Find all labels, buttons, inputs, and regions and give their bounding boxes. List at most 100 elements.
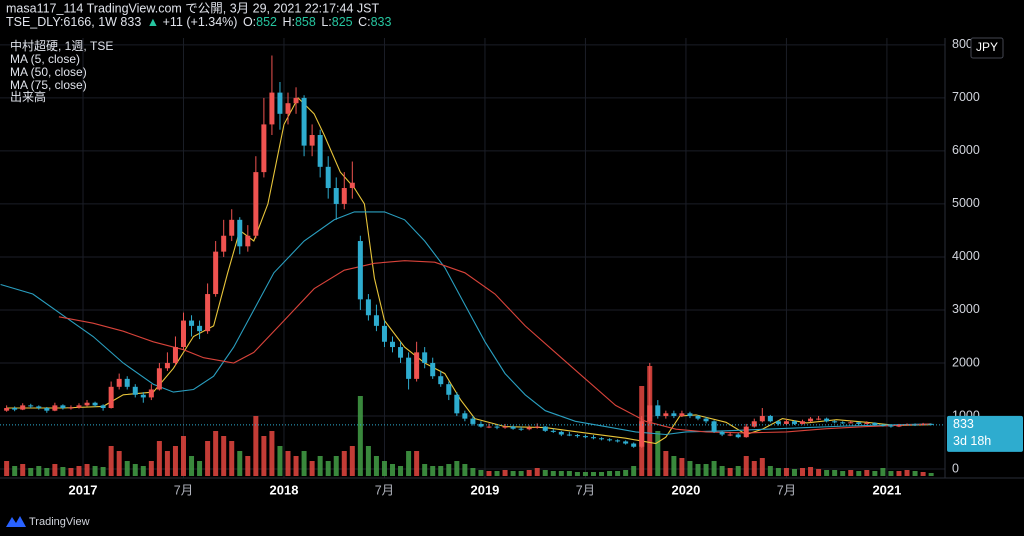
candle-body (213, 251, 219, 295)
candle-body (205, 294, 211, 332)
candle-body (317, 135, 323, 167)
volume-bar (245, 456, 251, 476)
volume-bar (44, 468, 50, 476)
volume-bar (285, 451, 291, 476)
volume-bar (550, 471, 556, 476)
candle-body (647, 405, 653, 422)
candle-body (92, 402, 98, 406)
candle-body (566, 434, 572, 436)
volume-bar (406, 451, 412, 476)
volume-bar (816, 469, 822, 476)
volume-bar (695, 464, 701, 476)
volume-bar (751, 461, 757, 476)
volume-bar (623, 470, 629, 476)
candle-body (928, 423, 934, 425)
candle-body (711, 421, 717, 432)
candle-body (333, 188, 339, 204)
volume-bar (510, 471, 516, 476)
candle-body (494, 426, 500, 428)
candle-body (349, 182, 355, 189)
volume-bar (414, 451, 420, 476)
candle-body (180, 320, 186, 348)
volume-bar (703, 464, 709, 476)
candle-body (100, 405, 106, 409)
candle-body (526, 427, 532, 430)
volume-bar (140, 466, 146, 476)
volume-bar (800, 468, 806, 476)
volume-bar (28, 468, 34, 476)
volume-bar (808, 467, 814, 476)
volume-bar (631, 466, 637, 476)
candle-body (864, 422, 870, 424)
candle-body (783, 421, 789, 424)
x-tick-label: 2018 (270, 482, 299, 497)
volume-bar (12, 466, 18, 476)
candle-body (148, 389, 154, 398)
candle-body (84, 402, 90, 406)
candle-body (872, 422, 878, 425)
x-tick-label: 2019 (470, 482, 499, 497)
publisher: masa117_114 TradingView.com で公開, 3月 29, … (6, 1, 379, 15)
legend-volume: 出来高 (10, 89, 46, 104)
volume-bar (422, 464, 428, 476)
candle-body (920, 423, 926, 425)
candle-body (510, 426, 516, 429)
candle-body (542, 426, 548, 431)
y-tick-label: 6000 (952, 143, 980, 157)
volume-bar (317, 456, 323, 476)
volume-bar (148, 461, 154, 476)
volume-bar (783, 468, 789, 476)
candle-body (197, 325, 203, 332)
volume-bar (197, 461, 203, 476)
volume-bar (301, 451, 307, 476)
candle-body (856, 422, 862, 424)
volume-bar (213, 431, 219, 476)
volume-bar (566, 471, 572, 476)
candle-body (172, 347, 178, 363)
volume-bar (430, 466, 436, 476)
candle-body (293, 97, 299, 104)
candle-body (44, 408, 50, 411)
candle-body (751, 421, 757, 427)
low-label: L: (321, 15, 331, 29)
candle-body (623, 441, 629, 444)
volume-bar (108, 446, 114, 476)
volume-bar (655, 431, 661, 476)
volume-bar (590, 472, 596, 476)
volume-bar (840, 471, 846, 476)
volume-bar (719, 466, 725, 476)
candle-body (518, 428, 524, 430)
volume-bar (486, 471, 492, 476)
last-price-label: 833 (953, 417, 974, 431)
volume-bar (92, 466, 98, 476)
volume-bar (438, 466, 444, 476)
candle-body (406, 357, 412, 379)
volume-bar (4, 461, 10, 476)
volume-bar (205, 441, 211, 476)
volume-bar (156, 441, 162, 476)
candle-body (687, 413, 693, 416)
y-tick-label: 2000 (952, 355, 980, 369)
x-tick-label: 2020 (671, 482, 700, 497)
candle-body (639, 421, 645, 447)
volume-bar (36, 466, 42, 476)
candle-body (277, 92, 283, 114)
candle-body (655, 405, 661, 416)
x-tick-label: 7月 (777, 483, 796, 497)
candle-body (631, 443, 637, 447)
volume-bar (759, 458, 765, 476)
symbol: TSE_DLY:6166, 1W (6, 15, 117, 29)
candle-body (735, 434, 741, 438)
volume-bar (446, 464, 452, 476)
candle-body (599, 438, 605, 440)
y-tick-label: 7000 (952, 90, 980, 104)
volume-bar (615, 471, 621, 476)
volume-bar (928, 473, 934, 476)
volume-bar (920, 472, 926, 476)
volume-bar (76, 466, 82, 476)
volume-bar (534, 468, 540, 476)
volume-bar (848, 470, 854, 476)
candle-body (727, 434, 733, 436)
candle-body (550, 430, 556, 432)
